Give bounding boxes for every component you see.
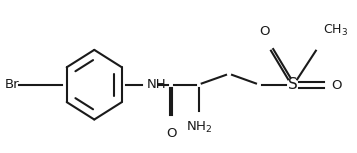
Text: O: O: [166, 127, 176, 140]
Text: Br: Br: [4, 78, 19, 91]
Text: NH: NH: [147, 78, 166, 91]
Text: S: S: [288, 77, 297, 92]
Text: NH$_2$: NH$_2$: [186, 119, 212, 135]
Text: CH$_3$: CH$_3$: [323, 23, 348, 38]
Text: O: O: [259, 25, 270, 38]
Text: O: O: [331, 79, 341, 92]
